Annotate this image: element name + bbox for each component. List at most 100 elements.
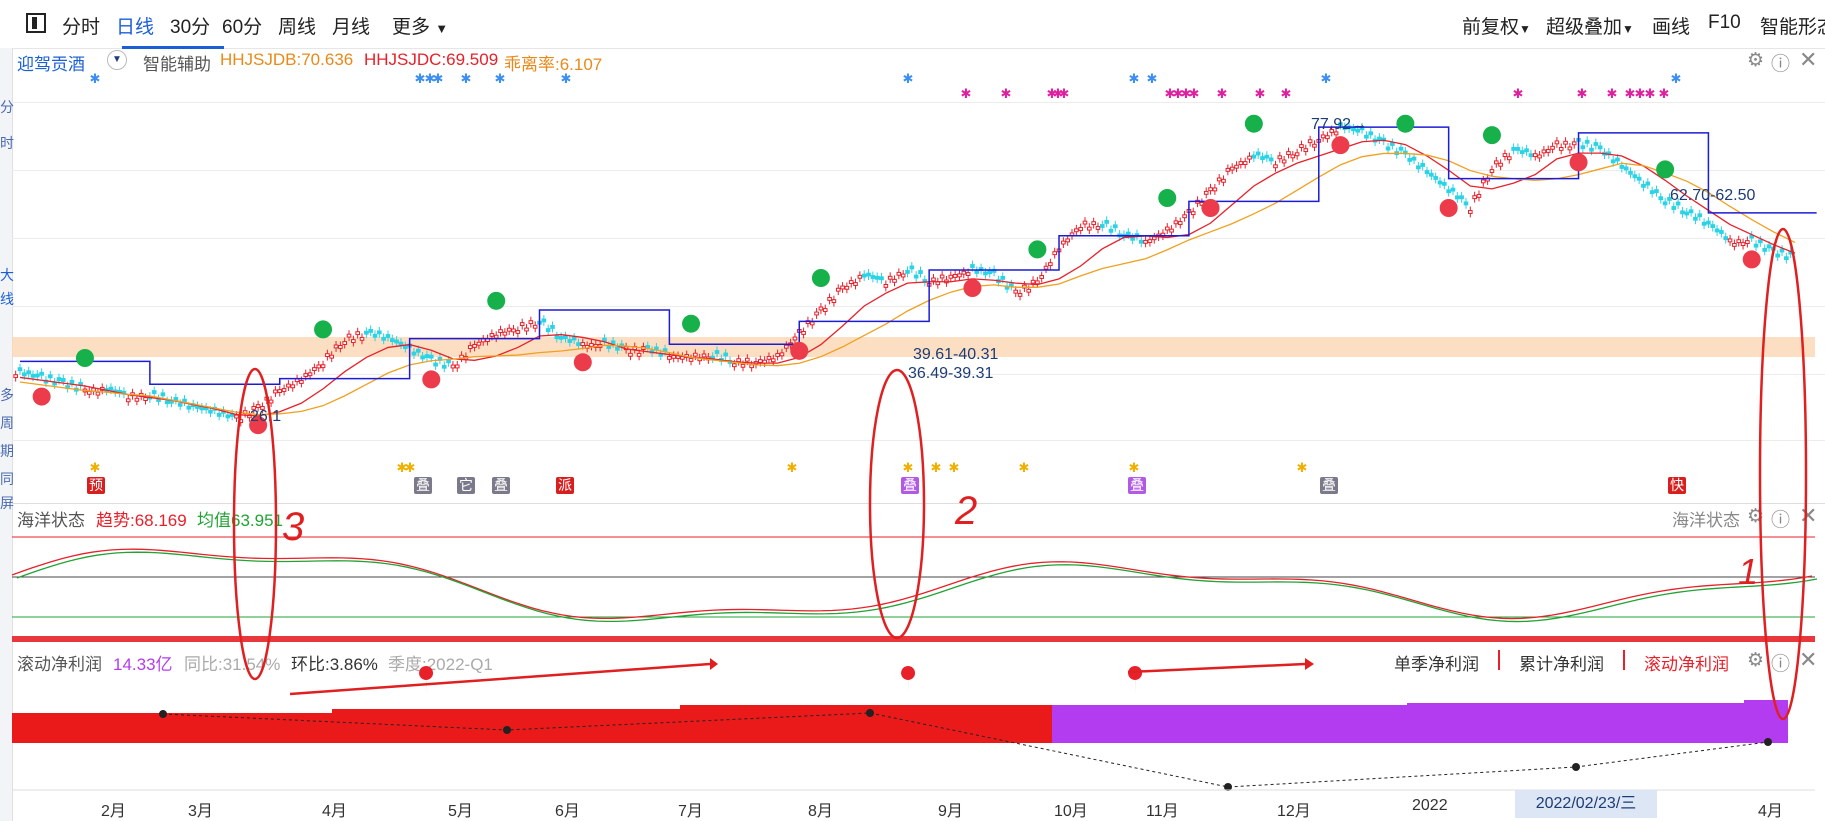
- location-pin-icon: [419, 666, 434, 694]
- assist-label[interactable]: 智能辅助: [143, 55, 211, 74]
- close-icon[interactable]: ✕: [1799, 647, 1818, 672]
- sidebar-char: 多: [0, 387, 14, 403]
- cumulative-profit-tab[interactable]: 累计净利润: [1519, 655, 1604, 674]
- annotation-ellipse: [232, 367, 278, 681]
- sell-signal-icon: [1396, 114, 1415, 133]
- stock-name-link[interactable]: 迎驾贡酒: [17, 55, 85, 74]
- candle-down: [164, 400, 170, 405]
- event-badge[interactable]: 派: [556, 477, 574, 494]
- candle-up: [900, 273, 906, 278]
- smart-pattern-button[interactable]: 智能形态: [1760, 17, 1825, 38]
- candle-up: [325, 353, 330, 358]
- tab-60min[interactable]: 60分: [222, 17, 263, 38]
- tab-30min[interactable]: 30分: [170, 17, 211, 38]
- candle-up: [1502, 153, 1508, 157]
- help-icon[interactable]: ⓘ: [1771, 54, 1791, 75]
- candle-down: [385, 334, 391, 338]
- candle-up: [1091, 221, 1096, 226]
- settings-icon[interactable]: ⚙: [1747, 650, 1765, 671]
- candle-up: [346, 333, 352, 338]
- candle-up: [1212, 187, 1218, 192]
- close-icon[interactable]: ✕: [1799, 47, 1818, 72]
- tab-zhouxian[interactable]: 周线: [278, 17, 317, 38]
- ocean-bottom-bar: [12, 636, 1815, 642]
- candle-up: [1480, 179, 1486, 184]
- draw-line-button[interactable]: 画线: [1652, 17, 1691, 38]
- candle-down: [1515, 147, 1521, 151]
- event-badge[interactable]: 快: [1668, 477, 1686, 494]
- f10-button[interactable]: F10: [1708, 12, 1741, 33]
- gold-star-icon: ✱: [787, 460, 798, 475]
- candle-up: [312, 367, 317, 372]
- tab-rixian[interactable]: 日线: [116, 17, 155, 38]
- left-sidebar-strip[interactable]: 分 时 大 线 多 周 期 同 屏: [0, 48, 14, 821]
- candle-down: [1710, 224, 1716, 229]
- event-badge[interactable]: 叠: [901, 477, 919, 494]
- buy-signal-icon: [1742, 250, 1761, 269]
- event-badge[interactable]: 它: [457, 477, 475, 494]
- candle-up: [1307, 139, 1313, 144]
- grid-line: [12, 238, 1825, 239]
- profit-value: 14.33亿: [113, 655, 173, 674]
- fuquan-menu[interactable]: 前复权▼: [1462, 12, 1531, 39]
- more-menu[interactable]: 更多 ▼: [392, 12, 448, 39]
- sidebar-char: 周: [0, 415, 14, 431]
- candle-down: [1758, 239, 1763, 244]
- sidebar-char: 大: [0, 267, 14, 283]
- candle-down: [1636, 176, 1642, 181]
- candle-down: [186, 405, 192, 410]
- candle-up: [506, 327, 512, 332]
- candle-up: [1571, 141, 1577, 146]
- help-icon[interactable]: ⓘ: [1771, 510, 1791, 531]
- x-axis-label: 10月: [1054, 803, 1088, 820]
- overlay-menu[interactable]: 超级叠加▼: [1546, 12, 1634, 39]
- candle-up: [1078, 227, 1083, 231]
- candle-up: [957, 273, 962, 278]
- profit-dotted-line: [162, 712, 1769, 788]
- blue-star-icon: ✱: [1147, 71, 1158, 86]
- event-badge[interactable]: 预: [87, 477, 105, 494]
- candle-up: [628, 352, 633, 357]
- resistance-band: [12, 337, 1815, 357]
- single-quarter-profit-tab[interactable]: 单季净利润: [1394, 655, 1479, 674]
- candle-down: [1680, 210, 1685, 215]
- close-icon[interactable]: ✕: [1799, 503, 1818, 528]
- event-badge[interactable]: 叠: [492, 477, 510, 494]
- candle-up: [303, 373, 309, 377]
- sidebar-char: 屏: [0, 495, 14, 511]
- candle-up: [1498, 162, 1503, 167]
- candle-up: [1740, 242, 1746, 247]
- annotation-arrowhead: [710, 658, 718, 670]
- tab-yuexian[interactable]: 月线: [332, 17, 371, 38]
- candle-up: [1203, 190, 1209, 195]
- candle-up: [580, 342, 586, 346]
- rolling-profit-tab[interactable]: 滚动净利润: [1644, 655, 1729, 674]
- candle-down: [1398, 146, 1404, 151]
- event-badge[interactable]: 叠: [414, 477, 432, 494]
- event-badge[interactable]: 叠: [1128, 477, 1146, 494]
- tab-fenshi[interactable]: 分时: [62, 17, 101, 38]
- candle-down: [1671, 206, 1677, 210]
- candle-down: [1459, 195, 1464, 200]
- sidebar-char: 同: [0, 471, 14, 487]
- candle-down: [1641, 183, 1646, 188]
- candle-down: [160, 392, 166, 397]
- settings-icon[interactable]: ⚙: [1747, 50, 1765, 71]
- event-badge[interactable]: 叠: [1320, 477, 1338, 494]
- candle-up: [1290, 154, 1296, 159]
- candle-down: [1429, 172, 1434, 177]
- pink-star-icon: ✱: [1047, 86, 1058, 101]
- candle-down: [433, 362, 438, 367]
- candle-down: [1649, 190, 1655, 195]
- candle-down: [610, 340, 616, 345]
- pink-star-icon: ✱: [1255, 86, 1266, 101]
- candle-up: [589, 343, 594, 347]
- panel-toggle-icon[interactable]: [26, 13, 46, 33]
- gold-star-icon: ✱: [397, 460, 408, 475]
- help-icon[interactable]: ⓘ: [1771, 654, 1791, 675]
- sell-signal-icon: [1158, 189, 1177, 207]
- candle-up: [260, 406, 265, 410]
- assist-dropdown-icon[interactable]: ▼: [107, 50, 127, 70]
- candle-down: [987, 270, 993, 275]
